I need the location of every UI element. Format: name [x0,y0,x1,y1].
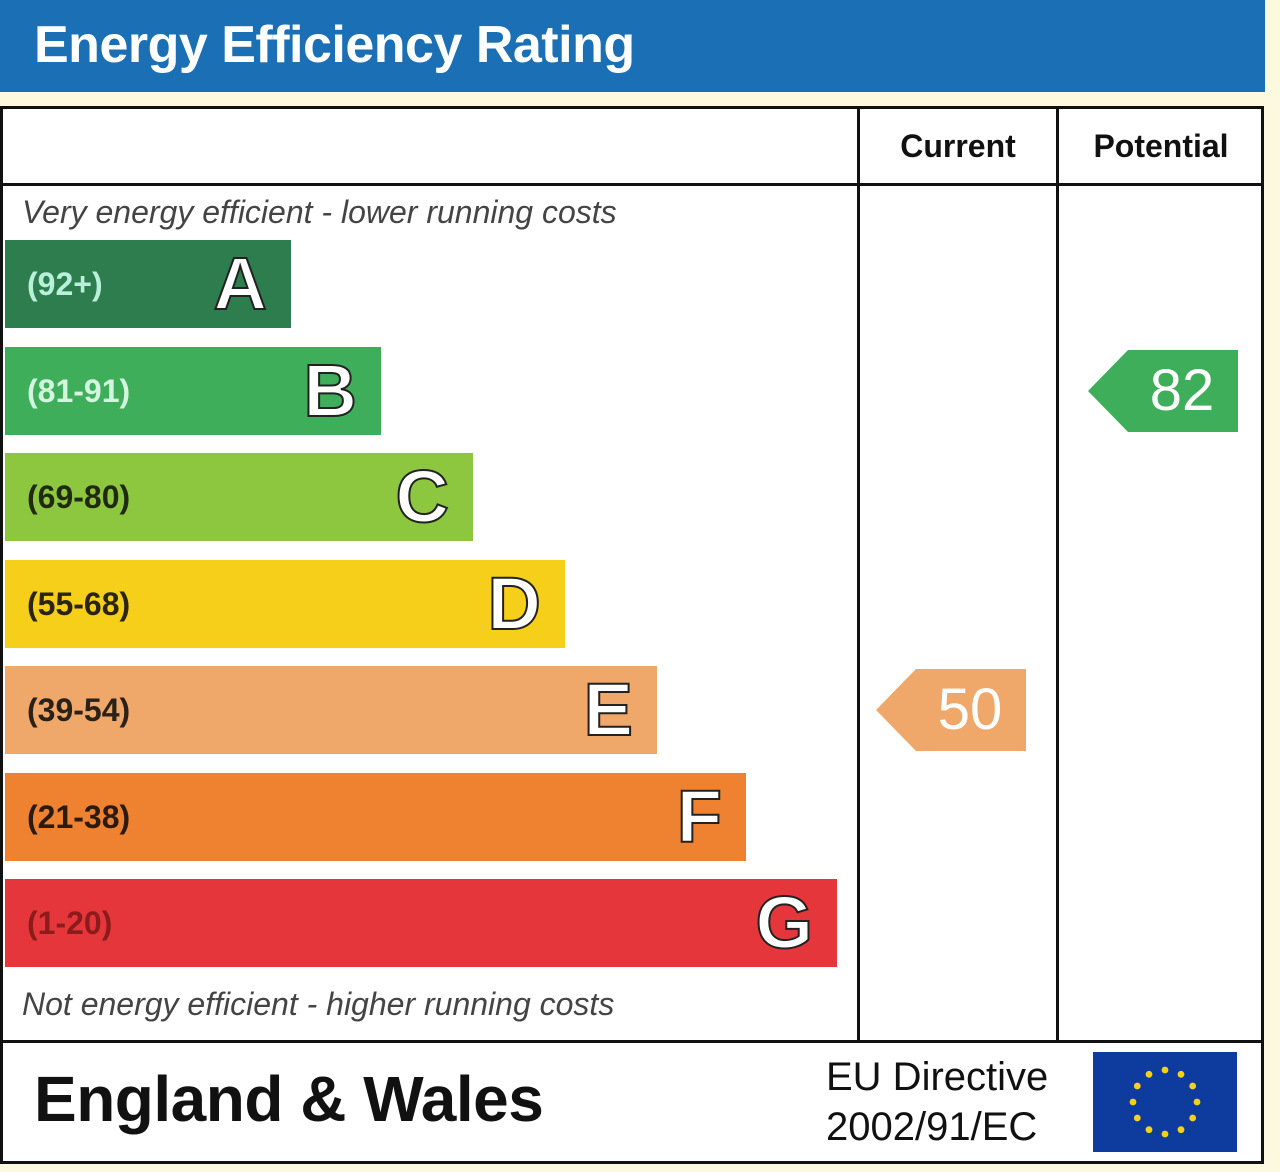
footer-row-divider [2,1040,1262,1043]
band-letter-label: F [676,774,723,858]
arrow-shape [876,669,1026,751]
band-d: (55-68) D [5,559,565,648]
header-bar: Energy Efficiency Rating [0,0,1265,92]
band-range-label: (55-68) [27,585,131,622]
column-divider-current [857,108,860,1040]
current-rating-value: 50 [937,677,1003,742]
directive-line-1: EU Directive [826,1055,1049,1099]
band-range-label: (81-91) [27,372,131,409]
flag-star [1145,1126,1153,1134]
arrow-polygon [1088,349,1238,432]
flag-star [1193,1098,1201,1106]
potential-rating-value: 82 [1149,357,1215,423]
band-letter-label: D [487,561,542,645]
band-range-label: (92+) [27,266,103,302]
band-a: (92+) A [5,240,291,328]
header-row-divider [2,183,1262,186]
flag-star [1189,1082,1197,1090]
flag-star [1161,1130,1169,1138]
band-e: (39-54) E [5,666,657,754]
flag-star [1145,1070,1153,1078]
band-c: (69-80) C [5,453,473,541]
top-caption: Very energy efficient - lower running co… [22,194,617,230]
flag-star [1177,1126,1185,1134]
flag-star [1133,1114,1141,1122]
band-range-label: (21-38) [27,798,131,835]
band-letter-label: A [213,242,268,325]
band-b: (81-91) B [5,346,381,435]
potential-rating-arrow: 82 [1088,349,1238,432]
flag-star [1189,1114,1197,1122]
band-g: (1-20) G [5,879,837,967]
band-letter-label: B [303,348,358,432]
band-letter-label: E [583,668,634,751]
current-rating-arrow: 50 [876,669,1026,751]
region-label: England & Wales [34,1063,544,1135]
flag-star [1161,1066,1169,1074]
band-f: (21-38) F [5,772,746,861]
column-divider-potential [1056,108,1059,1040]
directive-line-2: 2002/91/EC [826,1105,1038,1149]
band-letter-label: G [754,881,814,964]
bottom-caption: Not energy efficient - higher running co… [22,986,615,1022]
flag-star [1177,1070,1185,1078]
band-range-label: (1-20) [27,905,113,941]
eu-flag-icon [1093,1052,1237,1152]
column-header-current: Current [900,128,1016,164]
page-title: Energy Efficiency Rating [34,16,635,74]
flag-star [1133,1082,1141,1090]
arrow-polygon [876,669,1026,751]
band-range-label: (39-54) [27,692,131,728]
band-range-label: (69-80) [27,479,131,515]
arrow-shape [1088,349,1238,432]
band-letter-label: C [395,455,450,538]
flag-star [1129,1098,1137,1106]
column-header-potential: Potential [1093,128,1229,164]
